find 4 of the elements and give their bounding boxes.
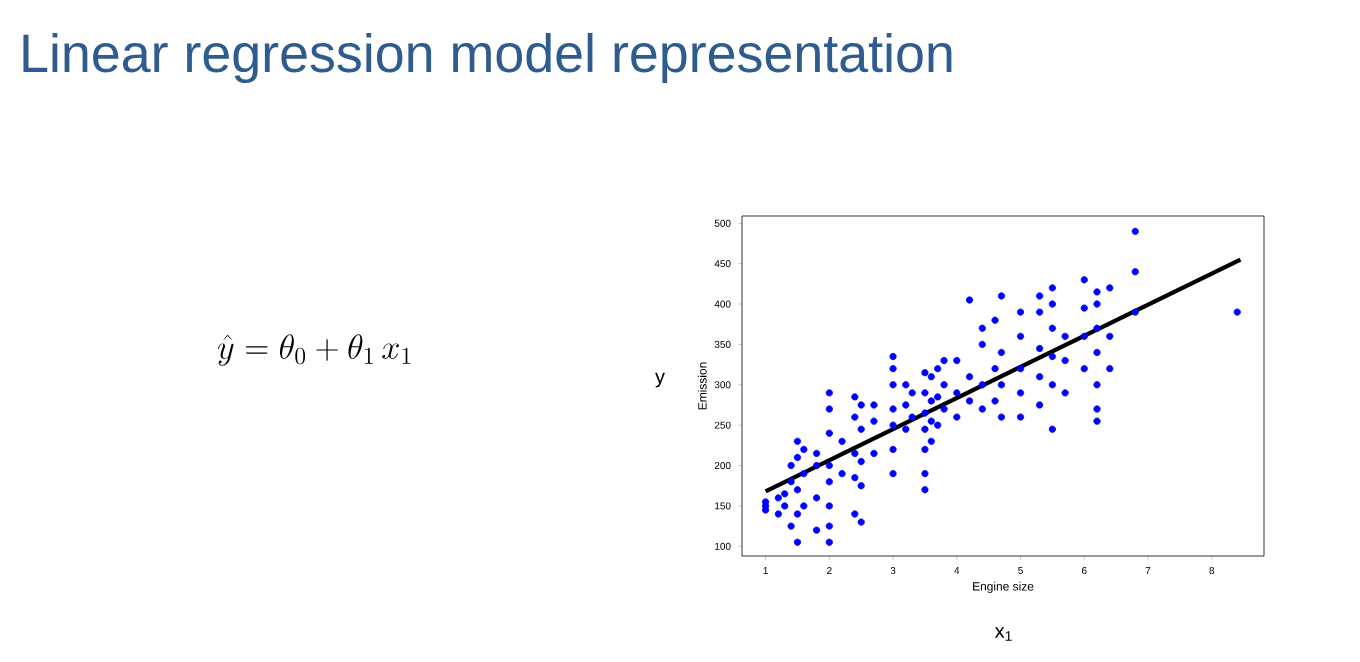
- text: y: [655, 372, 665, 388]
- text: x$_{1}$: [994, 627, 1012, 641]
- text: $\hat{y}=\theta_0+\theta_1\,x_1$: [217, 334, 411, 366]
- chart-title: Linear regression model representation: [23, 32, 952, 84]
